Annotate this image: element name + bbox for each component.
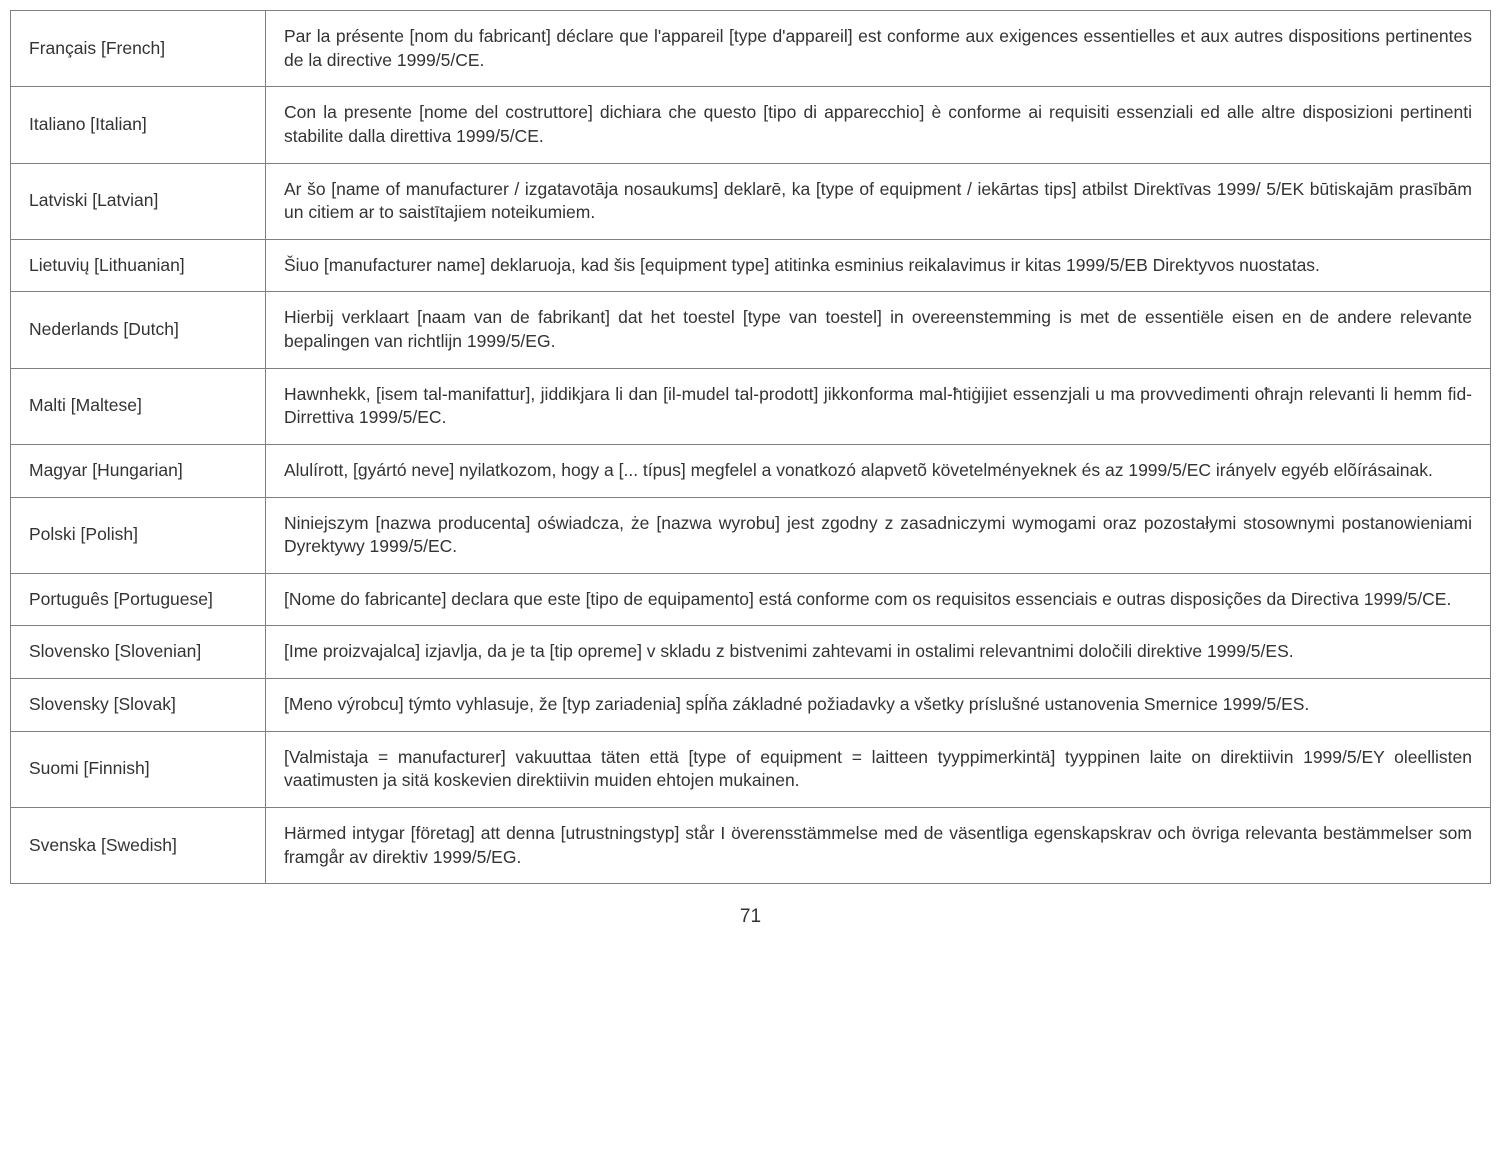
table-row: Malti [Maltese]Hawnhekk, [isem tal-manif… (11, 368, 1491, 444)
declaration-cell: Alulírott, [gyártó neve] nyilatkozom, ho… (266, 444, 1491, 497)
language-cell: Malti [Maltese] (11, 368, 266, 444)
table-row: Polski [Polish]Niniejszym [nazwa produce… (11, 497, 1491, 573)
table-row: Lietuvių [Lithuanian]Šiuo [manufacturer … (11, 239, 1491, 292)
table-row: Nederlands [Dutch]Hierbij verklaart [naa… (11, 292, 1491, 368)
table-row: Magyar [Hungarian]Alulírott, [gyártó nev… (11, 444, 1491, 497)
language-cell: Slovensko [Slovenian] (11, 626, 266, 679)
declaration-cell: Hawnhekk, [isem tal-manifattur], jiddikj… (266, 368, 1491, 444)
declarations-table: Français [French]Par la présente [nom du… (10, 10, 1491, 884)
table-row: Latviski [Latvian]Ar šo [name of manufac… (11, 163, 1491, 239)
declaration-cell: [Meno výrobcu] týmto vyhlasuje, že [typ … (266, 679, 1491, 732)
declaration-cell: [Ime proizvajalca] izjavlja, da je ta [t… (266, 626, 1491, 679)
language-cell: Nederlands [Dutch] (11, 292, 266, 368)
language-cell: Latviski [Latvian] (11, 163, 266, 239)
language-cell: Italiano [Italian] (11, 87, 266, 163)
table-row: Suomi [Finnish][Valmistaja = manufacture… (11, 731, 1491, 807)
language-cell: Lietuvių [Lithuanian] (11, 239, 266, 292)
table-row: Français [French]Par la présente [nom du… (11, 11, 1491, 87)
table-row: Slovensko [Slovenian] [Ime proizvajalca]… (11, 626, 1491, 679)
language-cell: Português [Portuguese] (11, 573, 266, 626)
language-cell: Français [French] (11, 11, 266, 87)
declaration-cell: Härmed intygar [företag] att denna [utru… (266, 807, 1491, 883)
declaration-cell: [Valmistaja = manufacturer] vakuuttaa tä… (266, 731, 1491, 807)
language-cell: Magyar [Hungarian] (11, 444, 266, 497)
declarations-tbody: Français [French]Par la présente [nom du… (11, 11, 1491, 884)
language-cell: Slovensky [Slovak] (11, 679, 266, 732)
declaration-cell: Niniejszym [nazwa producenta] oświadcza,… (266, 497, 1491, 573)
table-row: Slovensky [Slovak][Meno výrobcu] týmto v… (11, 679, 1491, 732)
language-cell: Polski [Polish] (11, 497, 266, 573)
declaration-cell: Par la présente [nom du fabricant] décla… (266, 11, 1491, 87)
language-cell: Suomi [Finnish] (11, 731, 266, 807)
declaration-cell: Šiuo [manufacturer name] deklaruoja, kad… (266, 239, 1491, 292)
table-row: Português [Portuguese][Nome do fabricant… (11, 573, 1491, 626)
page-number: 71 (10, 906, 1491, 928)
declaration-cell: Ar šo [name of manufacturer / izgatavotā… (266, 163, 1491, 239)
declaration-cell: Hierbij verklaart [naam van de fabrikant… (266, 292, 1491, 368)
declaration-cell: Con la presente [nome del costruttore] d… (266, 87, 1491, 163)
table-row: Italiano [Italian]Con la presente [nome … (11, 87, 1491, 163)
table-row: Svenska [Swedish]Härmed intygar [företag… (11, 807, 1491, 883)
declaration-cell: [Nome do fabricante] declara que este [t… (266, 573, 1491, 626)
language-cell: Svenska [Swedish] (11, 807, 266, 883)
